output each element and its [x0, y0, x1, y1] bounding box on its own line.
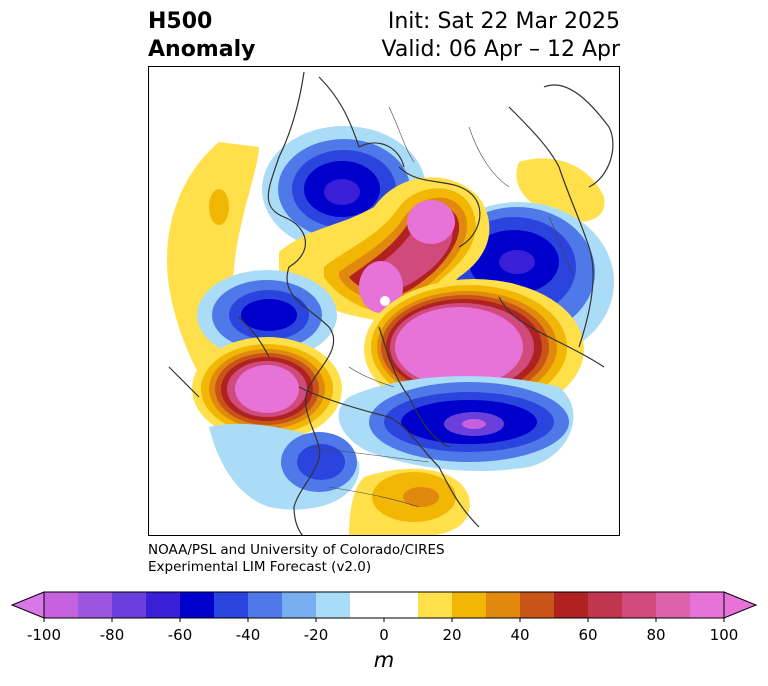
anomaly-north-pacific-high [192, 337, 342, 441]
colorbar-tick-label: -80 [99, 626, 125, 644]
colorbar-bin [180, 592, 215, 618]
anomaly-southeast-us-high [349, 468, 470, 535]
colorbar-bin [452, 592, 487, 618]
colorbar-bin [316, 592, 351, 618]
credit-line-2: Experimental LIM Forecast (v2.0) [148, 559, 372, 575]
anomaly-north-atlantic-low [338, 376, 574, 472]
map-title: H500 Anomaly [148, 8, 255, 64]
colorbar-unit-label: m [373, 648, 395, 672]
coastlines [168, 71, 614, 535]
colorbar-bin [112, 592, 147, 618]
colorbar-bin [656, 592, 691, 618]
colorbar-bin [486, 592, 521, 618]
field-label: Anomaly [148, 37, 256, 62]
forecast-dates: Init: Sat 22 Mar 2025 Valid: 06 Apr – 12… [382, 8, 621, 64]
colorbar-tick-label: 20 [442, 626, 462, 644]
credit-text: NOAA/PSL and University of Colorado/CIRE… [148, 542, 445, 576]
colorbar [10, 591, 758, 622]
colorbar-bin [146, 592, 181, 618]
colorbar-bin [418, 592, 453, 618]
colorbar-tick-label: 60 [578, 626, 598, 644]
colorbar-under-arrow [10, 591, 45, 619]
colorbar-bin [78, 592, 113, 618]
anomaly-greenland-high [279, 177, 490, 323]
anomaly-siberia-high [364, 279, 584, 419]
colorbar-bin [214, 592, 249, 618]
anomaly-map [167, 71, 614, 535]
colorbar-over-arrow [723, 591, 758, 619]
map-panel [148, 66, 620, 536]
colorbar-bin [282, 592, 317, 618]
colorbar-ticks: -100 -80 -60 -40 -20 0 20 40 60 80 100 [0, 626, 768, 646]
credit-line-1: NOAA/PSL and University of Colorado/CIRE… [148, 542, 445, 558]
variable-label: H500 [148, 9, 213, 34]
colorbar-bin [520, 592, 555, 618]
anomaly-central-pacific-high [167, 142, 259, 417]
valid-range: Valid: 06 Apr – 12 Apr [381, 37, 621, 62]
colorbar-bin [588, 592, 623, 618]
colorbar-bin [350, 592, 419, 618]
colorbar-bin [44, 592, 79, 618]
colorbar-bin [248, 592, 283, 618]
colorbar-tick-label: 100 [709, 626, 739, 644]
colorbar-tick-label: -20 [303, 626, 329, 644]
anomaly-western-us-low [209, 423, 360, 510]
political-borders [308, 106, 575, 508]
colorbar-bin [622, 592, 657, 618]
colorbar-tick-label: -100 [26, 626, 62, 644]
colorbar-bin [554, 592, 589, 618]
colorbar-tick-label: -40 [235, 626, 261, 644]
colorbar-tick-label: 80 [646, 626, 666, 644]
colorbar-bin [690, 592, 725, 618]
colorbar-tick-label: 0 [379, 626, 389, 644]
init-date: Init: Sat 22 Mar 2025 [387, 9, 620, 34]
colorbar-tick-label: -60 [167, 626, 193, 644]
colorbar-tick-label: 40 [510, 626, 530, 644]
